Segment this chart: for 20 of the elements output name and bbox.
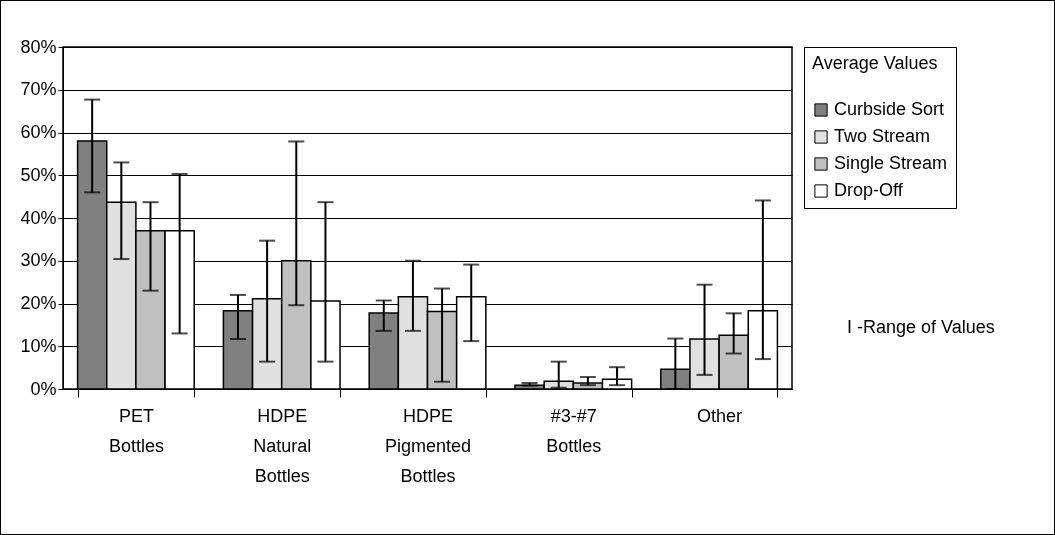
y-tick-label: 70% [20,79,57,100]
text: I -Range of Values [847,317,995,338]
y-tick-label: 30% [20,250,57,271]
legend-label: Curbside Sort [834,99,945,119]
legend-label: Single Stream [834,153,948,173]
y-tick-label: 20% [20,293,57,313]
x-tick-label: Other [697,405,743,426]
x-tick-label: #3-#7 Bottles [546,405,602,456]
legend-label: Drop-Off [834,180,904,200]
y-tick-label: 60% [20,122,57,142]
y-tick-label: 80% [20,36,57,57]
y-tick-label: 40% [20,207,57,228]
y-tick-label: 10% [20,335,57,356]
y-tick-label: 0% [30,378,57,399]
x-tick-label: HDPE Pigmented Bottles [384,405,472,486]
x-tick-label: PET Bottles [108,405,164,456]
legend-label: Two Stream [834,126,931,146]
y-tick-label: 50% [20,164,57,185]
legend-title: Average Values [812,53,938,73]
x-tick-label: HDPE Natural Bottles [253,405,312,486]
